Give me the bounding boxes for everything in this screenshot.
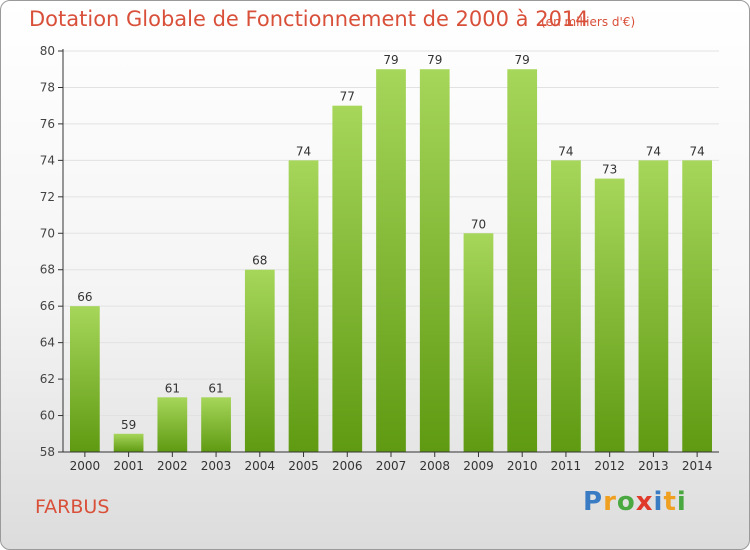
- y-tick-label: 60: [40, 409, 55, 423]
- x-tick-label: 2014: [682, 459, 713, 473]
- bar-value-label: 61: [165, 381, 180, 395]
- logo-letter: r: [603, 487, 617, 517]
- bar: [376, 69, 406, 453]
- logo-letter: x: [635, 487, 654, 517]
- bar: [507, 69, 538, 453]
- x-tick-label: 2012: [594, 459, 625, 473]
- x-tick-label: 2000: [70, 459, 101, 473]
- labels: 58 60 62 64 66 68 70 72 74 76 78 80 66 2000 59 2001 61 20…: [40, 44, 713, 473]
- x-tick-label: 2013: [638, 459, 669, 473]
- y-tick-label: 76: [40, 117, 55, 131]
- x-tick-label: 2006: [332, 459, 363, 473]
- bar: [201, 397, 231, 452]
- bar: [288, 160, 319, 452]
- bar: [682, 160, 713, 452]
- bar-value-label: 74: [646, 144, 661, 158]
- x-tick-label: 2005: [288, 459, 319, 473]
- x-tick-label: 2001: [113, 459, 144, 473]
- y-tick-label: 66: [40, 299, 55, 313]
- y-tick-label: 64: [40, 336, 55, 350]
- bar: [113, 433, 144, 452]
- bar-value-label: 79: [515, 53, 530, 67]
- bar: [244, 269, 275, 452]
- y-tick-label: 78: [40, 80, 55, 94]
- proxiti-logo: Proxiti: [583, 487, 687, 517]
- axes: [58, 49, 719, 457]
- y-tick-label: 68: [40, 263, 55, 277]
- y-tick-label: 80: [40, 44, 55, 58]
- bar-value-label: 74: [558, 144, 573, 158]
- chart-title: Dotation Globale de Fonctionnement de 20…: [29, 7, 589, 31]
- chart-unit-label: (en milliers d'€): [541, 15, 636, 29]
- bar-value-label: 73: [602, 163, 617, 177]
- bar: [638, 160, 669, 452]
- logo-letter: t: [663, 487, 677, 517]
- y-tick-label: 74: [40, 153, 55, 167]
- logo-letter: P: [583, 487, 604, 517]
- bar-value-label: 74: [689, 144, 704, 158]
- y-tick-label: 62: [40, 372, 55, 386]
- x-tick-label: 2011: [551, 459, 582, 473]
- logo-letter: i: [653, 487, 664, 517]
- commune-name: FARBUS: [35, 496, 110, 518]
- bar: [157, 397, 188, 452]
- bar: [69, 306, 100, 452]
- bar-value-label: 59: [121, 418, 136, 432]
- y-tick-label: 72: [40, 190, 55, 204]
- bar: [463, 233, 494, 452]
- x-tick-label: 2007: [376, 459, 407, 473]
- x-tick-label: 2003: [201, 459, 232, 473]
- x-tick-label: 2004: [245, 459, 276, 473]
- bar-value-label: 68: [252, 254, 267, 268]
- bar-value-label: 66: [77, 290, 92, 304]
- bar-value-label: 70: [471, 217, 486, 231]
- bar-value-label: 74: [296, 144, 311, 158]
- x-tick-label: 2009: [463, 459, 494, 473]
- bar: [332, 105, 363, 452]
- y-tick-label: 58: [40, 445, 55, 459]
- bar: [419, 69, 450, 453]
- y-tick-label: 70: [40, 226, 55, 240]
- x-tick-label: 2010: [507, 459, 538, 473]
- logo-letter: i: [676, 487, 687, 517]
- x-tick-label: 2002: [157, 459, 188, 473]
- bar: [551, 160, 581, 452]
- logo-letter: o: [616, 487, 636, 517]
- bar-value-label: 77: [340, 90, 355, 104]
- bar-value-label: 79: [383, 53, 398, 67]
- bar-value-label: 79: [427, 53, 442, 67]
- bar-value-label: 61: [208, 381, 223, 395]
- bars: [69, 69, 713, 453]
- x-tick-label: 2008: [419, 459, 450, 473]
- bar: [594, 178, 625, 452]
